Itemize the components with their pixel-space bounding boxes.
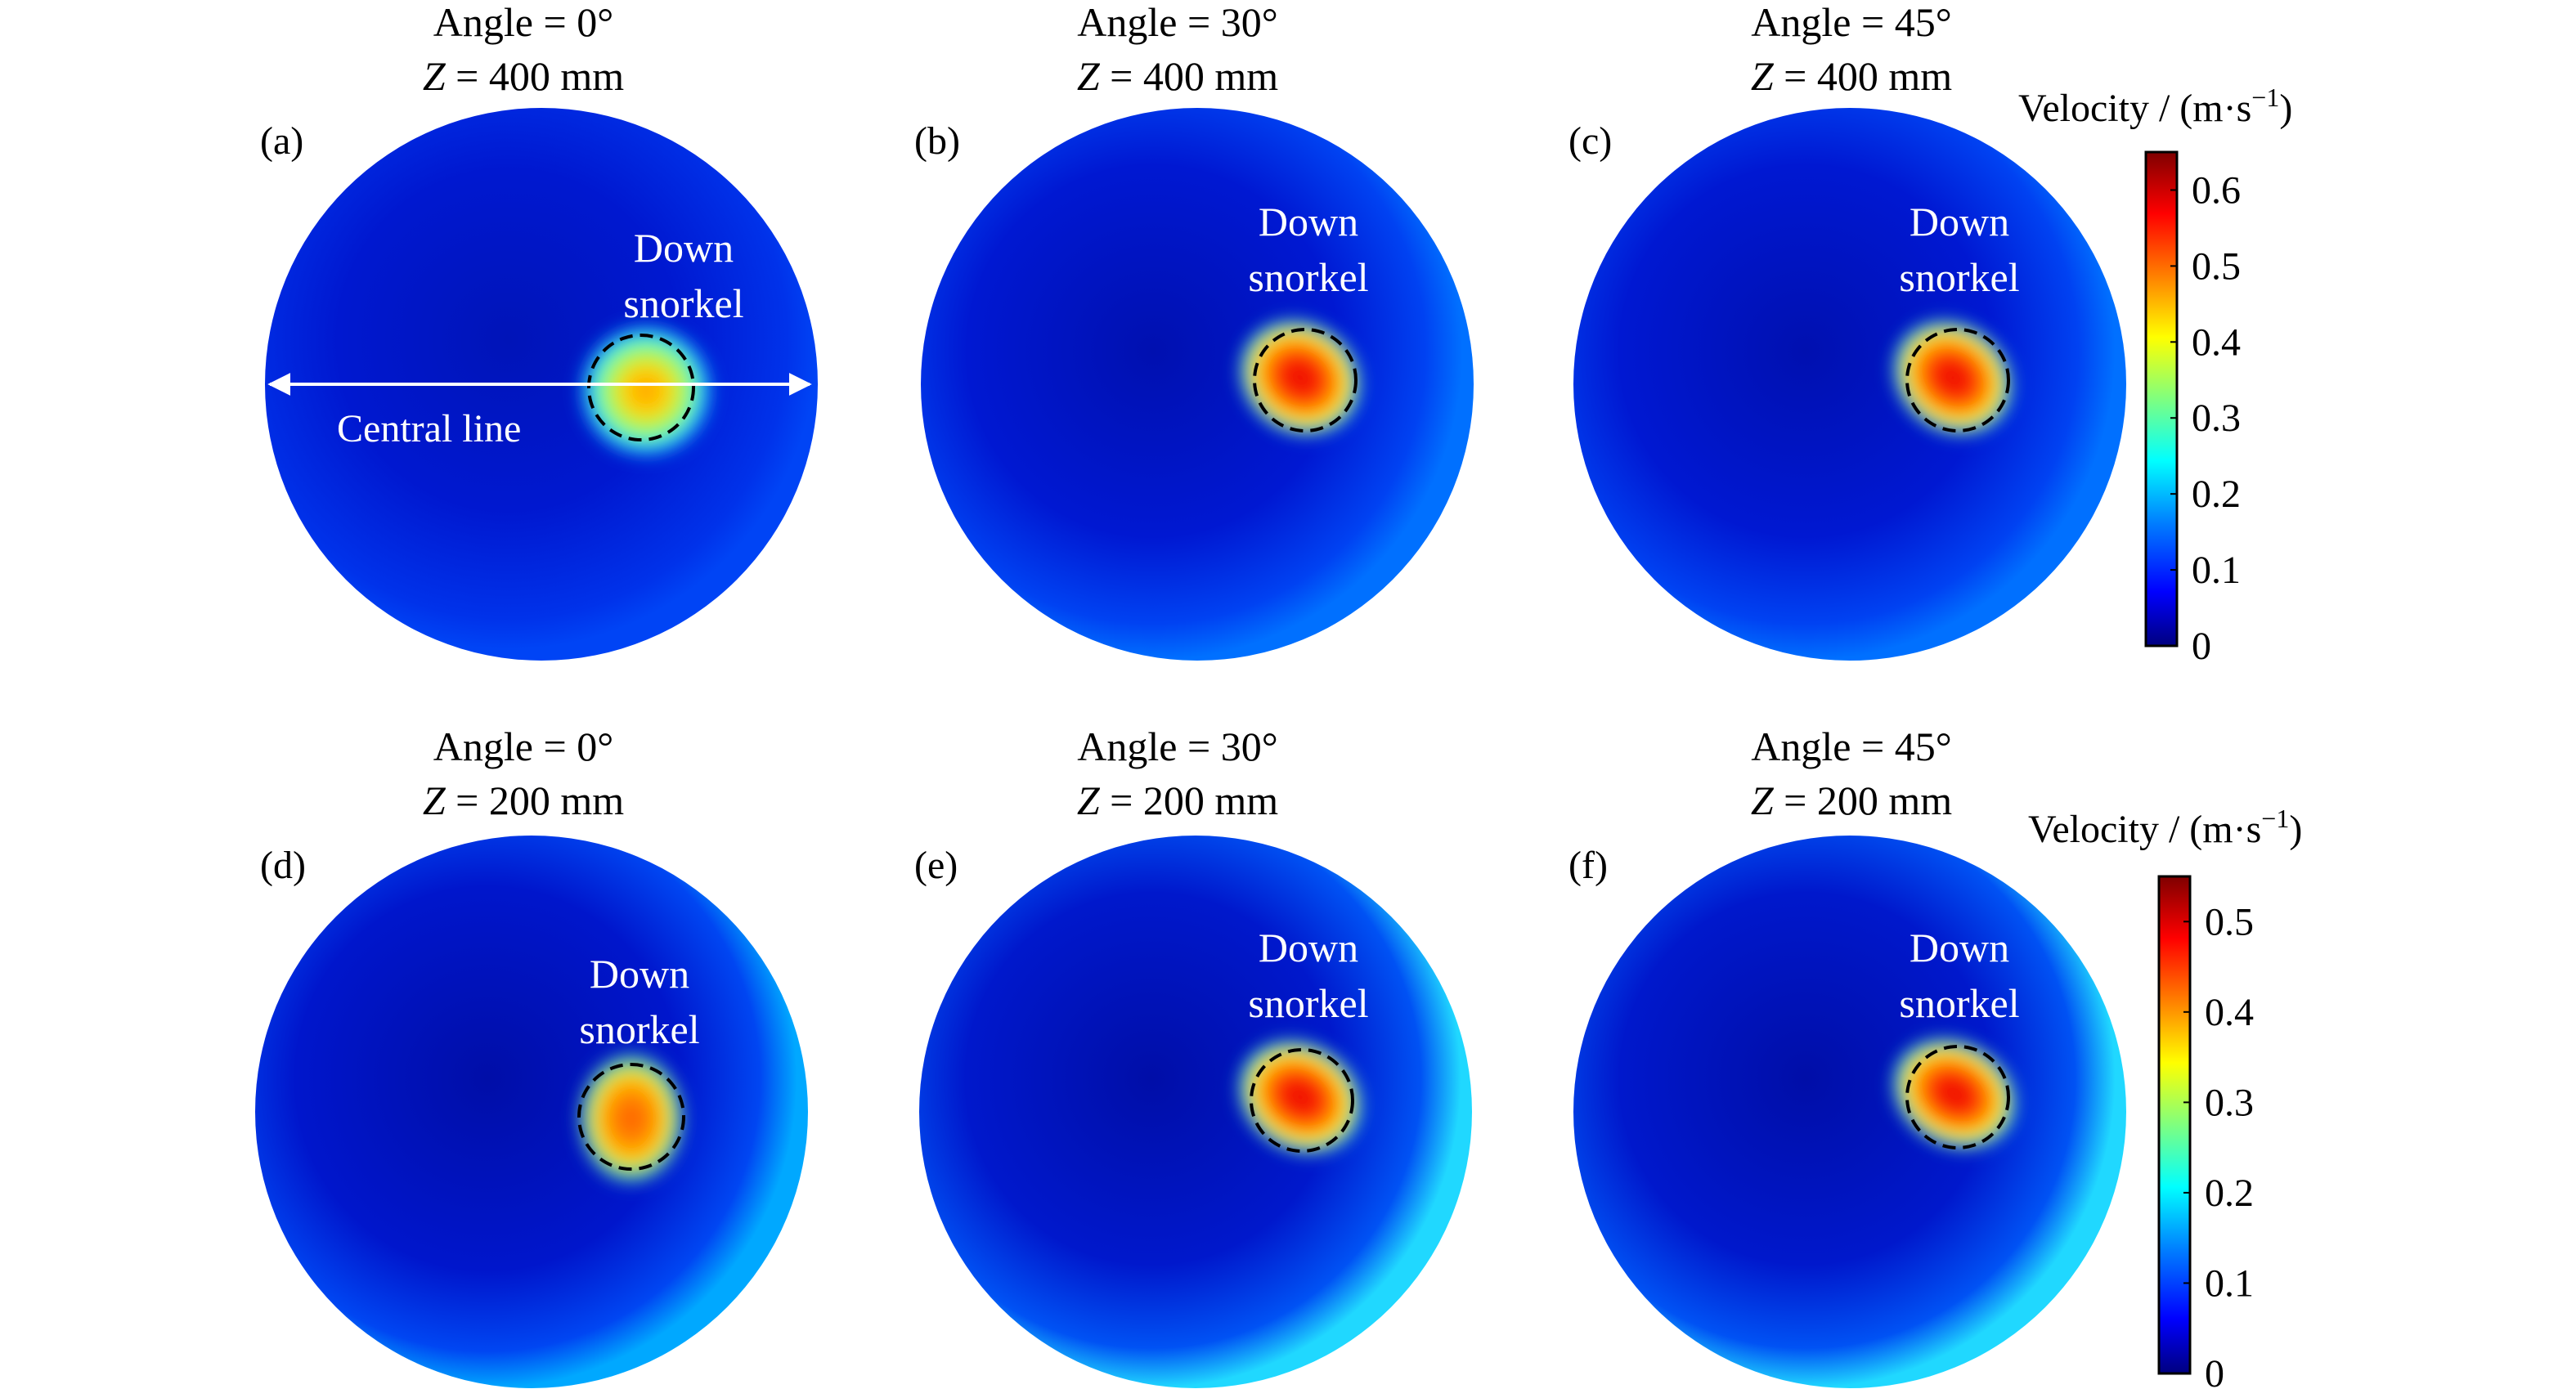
panel-f-letter: (f) xyxy=(1568,844,1608,887)
colorbar-tick-label: 0.4 xyxy=(2205,991,2254,1034)
panel-f-snorkel-label-1: Down xyxy=(1910,925,2009,970)
panel-b-angle-title: Angle = 30° xyxy=(1077,0,1277,45)
colorbar-tick-label: 0.1 xyxy=(2192,549,2241,592)
panel-a: Angle = 0° Z = 400 mm (a) Central line D… xyxy=(260,0,818,661)
panel-b: Angle = 30° Z = 400 mm (b) Down snorkel xyxy=(914,0,1474,661)
colorbar-tick-label: 0.3 xyxy=(2205,1081,2254,1124)
panel-a-snorkel-label-1: Down xyxy=(634,225,734,271)
panel-c-angle-title: Angle = 45° xyxy=(1751,0,1951,45)
panel-a-angle-title: Angle = 0° xyxy=(433,0,613,45)
colorbar-tick-label: 0.4 xyxy=(2192,320,2241,364)
colorbar-tick-label: 0.5 xyxy=(2205,900,2254,943)
panel-d-hotspot xyxy=(574,1048,689,1189)
panel-e-z-title: Z = 200 mm xyxy=(1077,777,1278,823)
colorbar-top-title: Velocity / (m·s−1) xyxy=(2018,83,2292,130)
panel-a-snorkel-label-2: snorkel xyxy=(623,280,743,326)
colorbar-tick-label: 0 xyxy=(2192,625,2211,668)
panel-e-angle-title: Angle = 30° xyxy=(1077,724,1277,769)
panel-e-snorkel-label-2: snorkel xyxy=(1248,980,1368,1026)
panel-d-snorkel-label-2: snorkel xyxy=(579,1006,699,1052)
panel-a-z-title: Z = 400 mm xyxy=(423,53,624,99)
panel-d-z-title: Z = 200 mm xyxy=(423,777,624,823)
panel-b-letter: (b) xyxy=(914,119,960,163)
panel-c-z-title: Z = 400 mm xyxy=(1751,53,1952,99)
colorbar-bottom-title: Velocity / (m·s−1) xyxy=(2028,804,2302,851)
colorbar-bottom-ticks: 0 0.1 0.2 0.3 0.4 0.5 xyxy=(2183,900,2254,1396)
panel-c: Angle = 45° Z = 400 mm (c) Down snorkel xyxy=(1568,0,2126,661)
panel-c-snorkel-outline xyxy=(1905,328,2010,432)
colorbar-top: Velocity / (m·s−1) 0 0.1 0.2 0.3 0.4 0.5 0.6 xyxy=(2018,83,2292,668)
colorbar-tick-label: 0.5 xyxy=(2192,244,2241,288)
colorbar-bottom: Velocity / (m·s−1) 0 0.1 0.2 0.3 0.4 0.5 xyxy=(2028,804,2302,1396)
colorbar-tick-label: 0.6 xyxy=(2192,168,2241,212)
panel-e-snorkel-label-1: Down xyxy=(1259,925,1358,970)
panel-f-snorkel-outline xyxy=(1905,1045,2010,1149)
colorbar-bottom-bar xyxy=(2157,875,2192,1375)
panel-a-hotspot xyxy=(574,319,718,463)
central-line-label: Central line xyxy=(337,407,521,450)
panel-b-z-title: Z = 400 mm xyxy=(1077,53,1278,99)
panel-b-disc xyxy=(921,108,1474,661)
panel-d: Angle = 0° Z = 200 mm (d) Down snorkel xyxy=(255,724,808,1388)
panel-d-letter: (d) xyxy=(260,844,306,887)
colorbar-top-bar xyxy=(2144,150,2179,647)
panel-e-letter: (e) xyxy=(914,844,958,887)
colorbar-tick-label: 0.1 xyxy=(2205,1261,2254,1305)
panel-c-snorkel-label-2: snorkel xyxy=(1899,254,2019,300)
panel-b-snorkel-label-2: snorkel xyxy=(1248,254,1368,300)
panel-c-snorkel-label-1: Down xyxy=(1910,199,2009,244)
colorbar-tick-label: 0 xyxy=(2205,1352,2224,1396)
panel-f-disc xyxy=(1573,836,2126,1388)
panel-d-disc xyxy=(255,836,808,1388)
panel-f-snorkel-label-2: snorkel xyxy=(1899,980,2019,1026)
panel-d-snorkel-outline xyxy=(577,1063,685,1171)
panel-e: Angle = 30° Z = 200 mm (e) Down snorkel xyxy=(914,724,1472,1388)
colorbar-tick-label: 0.2 xyxy=(2192,473,2241,516)
panel-c-disc xyxy=(1573,108,2126,661)
colorbar-tick-label: 0.3 xyxy=(2192,397,2241,440)
panel-f-z-title: Z = 200 mm xyxy=(1751,777,1952,823)
panel-d-snorkel-label-1: Down xyxy=(590,951,689,997)
panel-f-angle-title: Angle = 45° xyxy=(1751,724,1951,769)
panel-d-angle-title: Angle = 0° xyxy=(433,724,613,769)
panel-b-snorkel-label-1: Down xyxy=(1259,199,1358,244)
panel-e-snorkel-outline xyxy=(1250,1048,1354,1153)
colorbar-top-ticks: 0 0.1 0.2 0.3 0.4 0.5 0.6 xyxy=(2170,168,2241,668)
panel-e-disc xyxy=(919,836,1472,1388)
panel-f-hotspot xyxy=(1888,1034,2021,1154)
panel-a-letter: (a) xyxy=(260,119,303,163)
panel-f: Angle = 45° Z = 200 mm (f) Down snorkel xyxy=(1568,724,2126,1388)
panel-c-letter: (c) xyxy=(1568,119,1612,163)
colorbar-tick-label: 0.2 xyxy=(2205,1172,2254,1215)
panel-e-hotspot xyxy=(1234,1036,1367,1158)
panel-b-snorkel-outline xyxy=(1253,328,1358,432)
